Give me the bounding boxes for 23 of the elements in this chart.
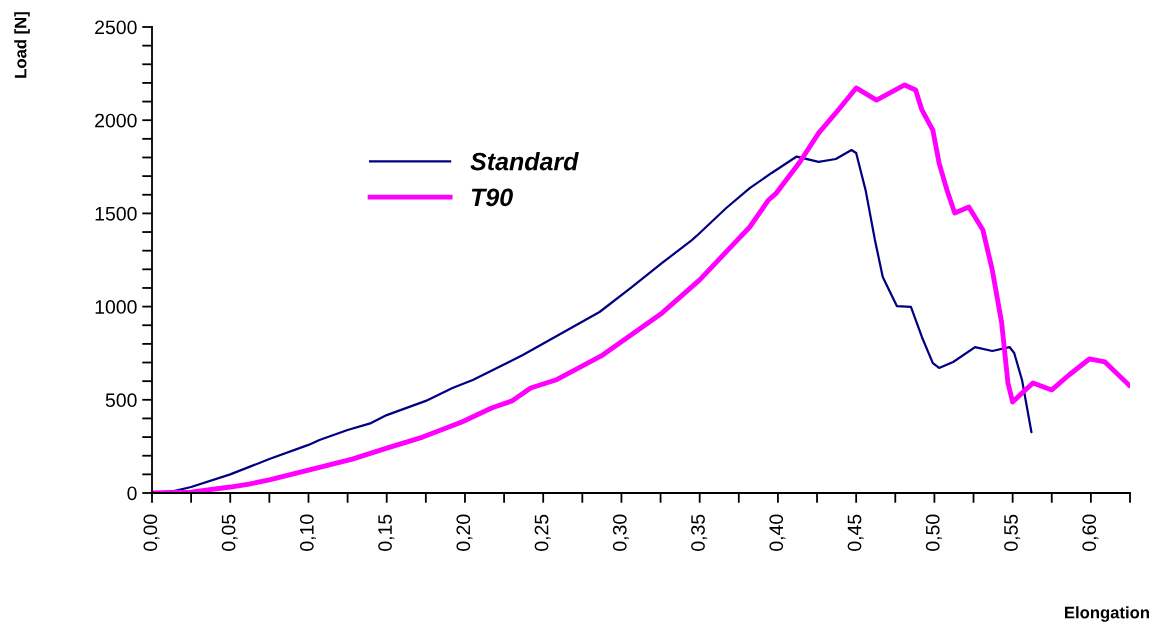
x-axis-title: Elongation	[1065, 606, 1149, 622]
y-tick-label: 1500	[95, 206, 137, 221]
x-tick-label: 0,00	[143, 514, 160, 551]
y-axis-title: Load [N]	[14, 12, 30, 78]
x-tick-label: 0,05	[221, 514, 238, 551]
y-tick-label: 1000	[95, 300, 137, 314]
x-tick-label: 0,45	[847, 514, 864, 551]
x-tick-label: 0,25	[534, 514, 551, 551]
x-tick-label: 0,60	[1082, 514, 1099, 551]
x-tick-label: 0,40	[769, 514, 786, 551]
y-tick-label: 0	[127, 486, 137, 501]
y-tick-label: 2000	[95, 113, 137, 128]
x-tick-label: 0,50	[925, 514, 942, 551]
x-tick-label: 0,15	[378, 514, 395, 551]
legend-label: T90	[471, 188, 513, 207]
x-tick-label: 0,35	[691, 514, 708, 551]
x-tick-label: 0,10	[299, 514, 316, 551]
y-tick-label: 500	[105, 393, 137, 408]
legend-label: Standard	[470, 152, 579, 171]
y-tick-label: 2500	[95, 20, 137, 35]
x-tick-label: 0,30	[612, 514, 629, 551]
x-tick-label: 0,55	[1004, 514, 1021, 551]
x-tick-label: 0,20	[456, 514, 473, 551]
